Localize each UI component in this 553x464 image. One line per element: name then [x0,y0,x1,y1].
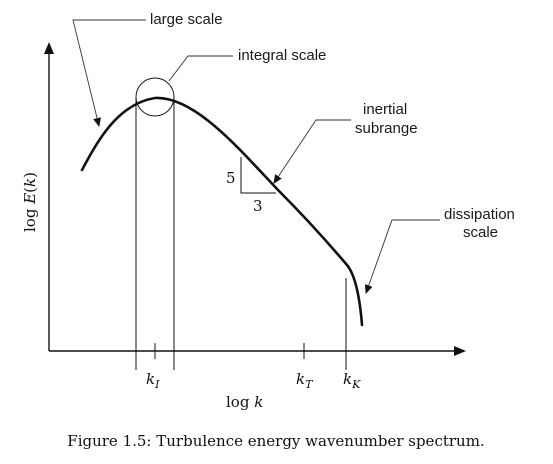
figure-caption: Figure 1.5: Turbulence energy wavenumber… [67,432,484,450]
y-label-arg: k [21,178,39,187]
y-label-prefix: log [21,204,39,232]
y-label-close: ) [21,172,39,178]
tick-label-k-T: kT [296,370,314,391]
slope-rise-label: 5 [226,169,236,187]
slope-run-label: 3 [253,197,263,215]
scale-label: scale [463,224,498,241]
k-I-sub: I [154,378,160,391]
integral-scale-label: integral scale [238,47,326,64]
y-axis-label: log E(k) [21,172,39,232]
tick-label-k-K: kK [343,370,361,391]
slope-triangle [240,157,276,194]
k-K-sub: K [351,378,361,391]
k-T-sub: T [305,378,314,391]
dissipation-label: dissipation [444,206,515,223]
subrange-label: subrange [355,120,418,137]
k-K-base: k [343,370,352,388]
inertial-subrange-leader [273,119,351,184]
tick-label-k-I: kI [146,370,160,391]
energy-spectrum-curve [80,96,364,327]
large-scale-leader [72,19,146,127]
y-label-var: E [21,193,39,205]
k-I-base: k [146,370,155,388]
x-axis-label: log k [226,393,263,411]
y-label-open: ( [21,187,39,193]
dissipation-scale-leader [364,219,440,294]
k-T-base: k [296,370,305,388]
x-label-var: k [254,393,263,411]
x-label-prefix: log [226,393,254,411]
integral-scale-leader [168,55,233,82]
integral-scale-circle [135,77,175,117]
large-scale-label: large scale [150,11,223,28]
inertial-label: inertial [363,101,407,118]
